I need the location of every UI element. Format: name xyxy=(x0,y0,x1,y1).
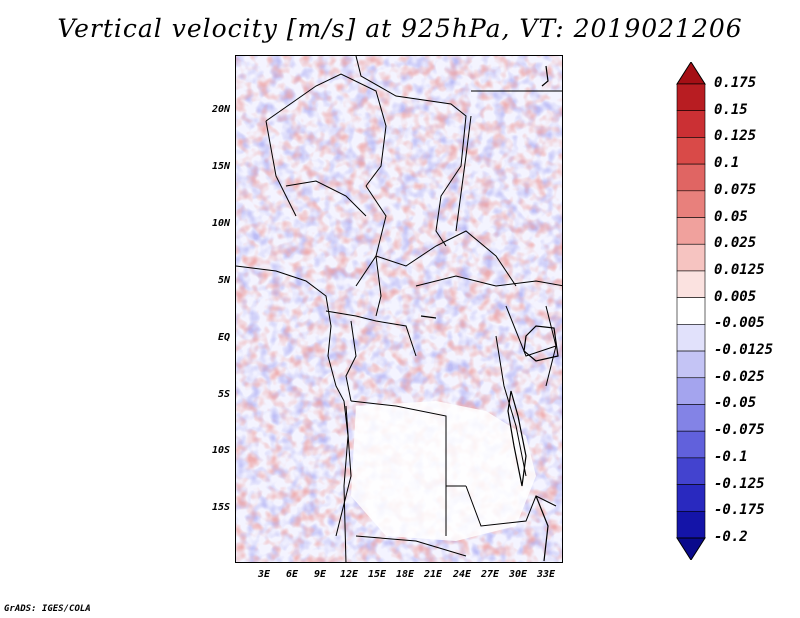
lat-label: 15N xyxy=(211,161,230,172)
lon-label: 3E xyxy=(257,569,271,580)
colorbar-label: -0.025 xyxy=(714,368,765,385)
colorbar-label: -0.2 xyxy=(714,529,748,545)
lon-label: 12E xyxy=(339,569,359,580)
colorbar-label: -0.0125 xyxy=(714,342,774,359)
lat-label: 15S xyxy=(211,502,230,513)
colorbar-segment xyxy=(676,217,706,245)
coastline xyxy=(236,265,349,562)
colorbar-segment xyxy=(676,270,706,298)
map-field xyxy=(236,56,562,562)
colorbar-segment xyxy=(676,430,706,459)
colorbar-label: 0.0125 xyxy=(714,261,765,278)
lat-label: 10N xyxy=(211,218,230,229)
colorbar-segment xyxy=(676,137,706,165)
colorbar-segment xyxy=(676,62,706,85)
colorbar-segment xyxy=(676,324,706,352)
colorbar-segment xyxy=(676,350,706,379)
colorbar-label: -0.005 xyxy=(714,315,765,332)
lon-label: 33E xyxy=(536,569,556,580)
colorbar-segment xyxy=(676,404,706,432)
colorbar-label: 0.075 xyxy=(714,181,757,198)
lat-label: 5S xyxy=(217,389,230,400)
colorbar-label: 0.125 xyxy=(714,128,757,145)
chart-title: Vertical velocity [m/s] at 925hPa, VT: 2… xyxy=(57,14,743,43)
lat-label: 20N xyxy=(211,104,230,115)
colorbar-segment xyxy=(676,163,706,192)
colorbar-label: -0.075 xyxy=(714,422,765,439)
colorbar-label: -0.05 xyxy=(714,395,757,412)
calm-region xyxy=(351,401,536,541)
colorbar-label: -0.1 xyxy=(714,448,748,465)
lon-label: 21E xyxy=(423,569,443,580)
country-borders xyxy=(265,56,562,557)
lon-label: 15E xyxy=(367,569,387,580)
lakes xyxy=(420,65,559,562)
lon-label: 6E xyxy=(285,569,299,580)
lat-label: EQ xyxy=(217,332,230,343)
colorbar-label: -0.125 xyxy=(714,475,765,492)
colorbar-label: 0.05 xyxy=(714,208,748,225)
colorbar-segment xyxy=(676,510,706,539)
colorbar-label: 0.175 xyxy=(714,75,757,91)
lat-label: 5N xyxy=(217,275,230,286)
lon-label: 9E xyxy=(313,569,327,580)
lon-label: 18E xyxy=(395,569,415,580)
colorbar-segment xyxy=(676,243,706,272)
colorbar-label: 0.15 xyxy=(714,101,748,118)
lon-label: 24E xyxy=(452,569,472,580)
map-panel xyxy=(235,55,563,563)
colorbar-segment xyxy=(676,297,706,325)
colorbar-label: 0.025 xyxy=(714,235,757,252)
colorbar-segment xyxy=(676,484,706,512)
lon-label: 30E xyxy=(508,569,528,580)
colorbar-segment xyxy=(676,110,706,138)
colorbar xyxy=(676,62,706,560)
colorbar-segment xyxy=(676,537,706,560)
lat-label: 10S xyxy=(211,445,230,456)
colorbar-segment xyxy=(676,377,706,405)
colorbar-label: -0.175 xyxy=(714,502,765,519)
colorbar-segment xyxy=(676,457,706,485)
colorbar-label: 0.1 xyxy=(714,155,740,172)
colorbar-segment xyxy=(676,190,706,218)
lon-label: 27E xyxy=(480,569,500,580)
colorbar-segment xyxy=(676,83,706,112)
footer-credit: GrADS: IGES/COLA xyxy=(4,604,91,614)
colorbar-label: 0.005 xyxy=(714,288,757,305)
